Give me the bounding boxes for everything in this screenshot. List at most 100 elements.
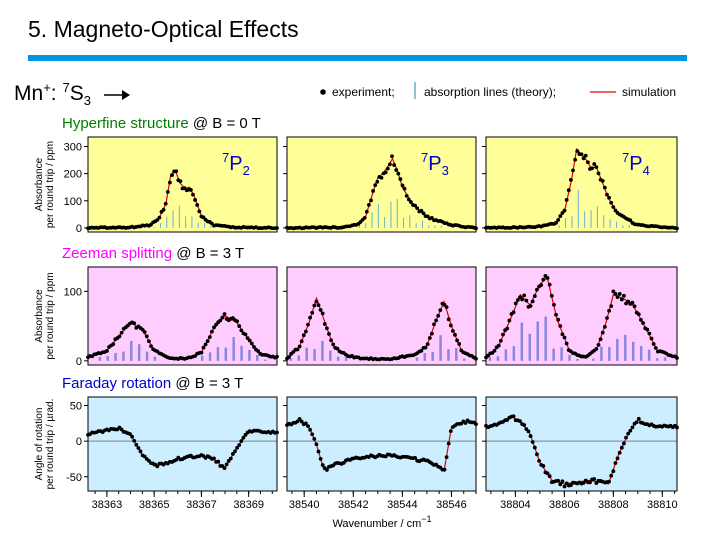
experiment-point (299, 419, 304, 424)
y-tick-label: 0 (76, 223, 82, 235)
experiment-point (492, 348, 497, 353)
experiment-point (228, 456, 233, 461)
experiment-point (256, 349, 260, 354)
experiment-point (157, 215, 162, 220)
experiment-point (598, 337, 603, 342)
experiment-point (320, 311, 325, 316)
row-title-colored: Zeeman splitting (62, 245, 172, 262)
row-title-rest: @ B = 3 T (171, 375, 243, 392)
term-label: 7P4 (622, 150, 650, 178)
panel-faraday-7P4: 38804 38806 38808 38810 (482, 396, 679, 511)
y-tick-label: 50 (70, 401, 82, 413)
experiment-point (619, 445, 624, 450)
experiment-point (619, 297, 624, 302)
panel-frame (286, 266, 477, 366)
experiment-point (602, 185, 607, 190)
experiment-point (318, 456, 323, 461)
experiment-point (119, 330, 124, 335)
y-axis-label: Absorbanceper round trip / ppm (34, 272, 56, 359)
experiment-point (239, 328, 244, 333)
experiment-point (314, 442, 319, 447)
experiment-point (310, 310, 315, 315)
panel-hyperfine-7P2: 0 100 200 300 7P2 (64, 136, 279, 235)
row-title-colored: Hyperfine structure (62, 115, 189, 132)
experiment-point (310, 432, 315, 437)
experiment-point (425, 342, 430, 347)
experiment-point (413, 455, 417, 460)
experiment-point (390, 154, 394, 159)
experiment-point (611, 205, 616, 209)
row-title-colored: Faraday rotation (62, 375, 171, 392)
y-axis-label: Absorbanceper round trip / ppm (34, 141, 56, 228)
experiment-point (583, 153, 588, 158)
experiment-point (530, 299, 535, 304)
experiment-point (379, 175, 384, 180)
x-tick-label: 38369 (233, 499, 264, 511)
experiment-point (299, 339, 304, 344)
x-tick-label: 38546 (436, 499, 467, 511)
experiment-point (199, 350, 204, 355)
experiment-point (626, 431, 631, 436)
experiment-point (191, 192, 195, 197)
y-tick-label: 100 (64, 286, 82, 298)
experiment-point (556, 478, 561, 483)
experiment-point (535, 287, 539, 292)
slide-title: 5. Magneto-Optical Effects (28, 16, 299, 42)
experiment-point (444, 455, 449, 460)
experiment-point (239, 439, 244, 443)
experiment-point (535, 452, 539, 457)
experiment-point (571, 168, 575, 173)
experiment-point (308, 315, 312, 320)
experiment-point (496, 343, 501, 348)
panel-frame (286, 396, 477, 492)
experiment-point (385, 166, 390, 171)
y-tick-label: 0 (76, 436, 82, 448)
experiment-point (306, 322, 310, 327)
experiment-point (252, 344, 256, 349)
experiment-point (243, 332, 248, 337)
panel-frame (87, 266, 278, 366)
experiment-point (554, 220, 558, 225)
experiment-point (560, 332, 565, 337)
experiment-point (448, 323, 453, 328)
experiment-point (203, 342, 208, 347)
experiment-point (562, 335, 567, 340)
experiment-point (432, 322, 436, 327)
row-title: Hyperfine structure @ B = 0 T (62, 115, 261, 132)
legend-experiment-marker (320, 89, 326, 95)
experiment-point (498, 338, 503, 343)
legend-experiment-label: experiment; (332, 85, 395, 99)
experiment-point (415, 206, 420, 210)
title-underline (28, 55, 687, 61)
experiment-point (537, 458, 541, 463)
experiment-point (530, 440, 535, 444)
y-tick-label: 0 (76, 356, 82, 368)
experiment-point (524, 298, 529, 303)
experiment-point (634, 420, 639, 425)
experiment-point (463, 421, 468, 425)
experiment-point (419, 208, 424, 213)
experiment-point (636, 416, 641, 421)
experiment-point (505, 326, 510, 331)
experiment-point (394, 168, 399, 172)
experiment-point (237, 324, 242, 328)
panel-background (287, 397, 476, 491)
experiment-point (541, 464, 546, 468)
experiment-point (600, 330, 605, 335)
experiment-point (518, 419, 522, 424)
x-tick-label: 38365 (139, 499, 170, 511)
x-tick-label: 38367 (186, 499, 217, 511)
experiment-point (501, 332, 505, 337)
experiment-point (247, 338, 252, 343)
panel-frame (87, 396, 278, 492)
experiment-point (316, 303, 321, 308)
experiment-point (210, 329, 214, 334)
experiment-point (134, 442, 139, 447)
y-tick-label: -50 (66, 472, 82, 484)
experiment-point (532, 445, 537, 450)
experiment-point (249, 341, 254, 346)
experiment-point (117, 334, 122, 339)
experiment-point (316, 449, 321, 454)
experiment-point (163, 201, 168, 206)
experiment-point (396, 171, 401, 176)
